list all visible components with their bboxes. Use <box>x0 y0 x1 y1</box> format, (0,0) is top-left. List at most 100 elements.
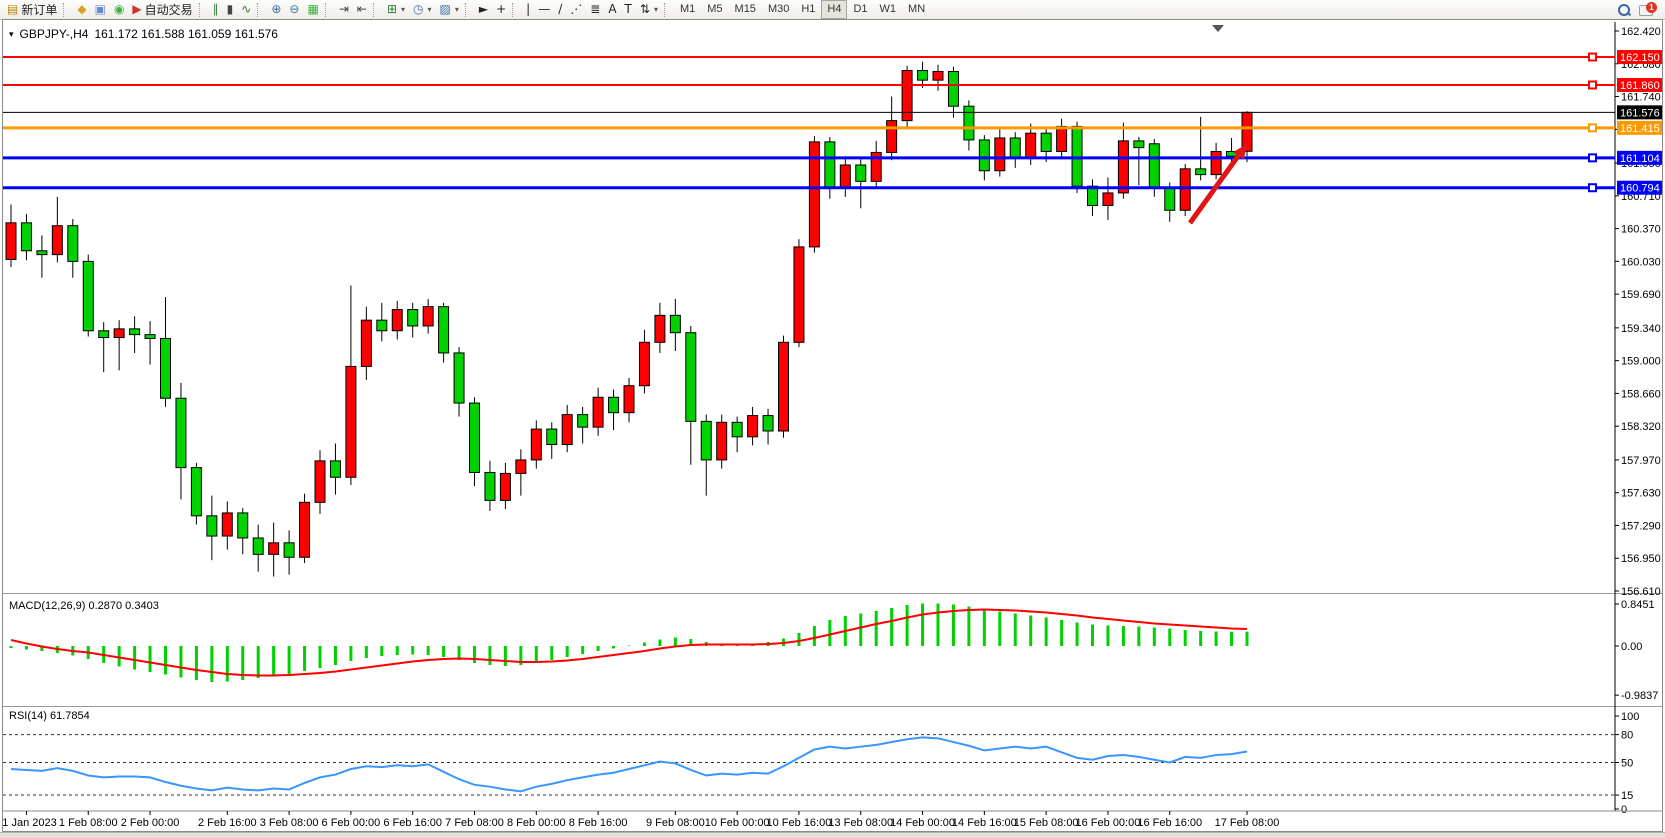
equidistant-channel-button[interactable]: ⋰ <box>566 0 586 19</box>
arrows-icon: ⇅ <box>639 2 650 16</box>
new-order-button[interactable]: ▤ 新订单 <box>3 0 61 19</box>
zoom-in-button[interactable]: ⊕ <box>267 0 285 19</box>
timeframe-H1[interactable]: H1 <box>801 3 816 15</box>
svg-text:17 Feb 08:00: 17 Feb 08:00 <box>1215 817 1280 829</box>
tile-windows-button[interactable]: ▦ <box>303 0 322 19</box>
svg-text:8 Feb 16:00: 8 Feb 16:00 <box>569 817 628 829</box>
trendline-button[interactable]: / <box>554 0 566 19</box>
chart-canvas[interactable]: 162.420162.080161.740161.400161.050160.7… <box>3 20 1662 831</box>
bar-chart-icon: ∥ <box>212 2 219 16</box>
price-badge <box>1617 50 1662 65</box>
autotrading-button[interactable]: ▶ 自动交易 <box>128 0 196 19</box>
line-chart-icon: ∿ <box>241 2 252 16</box>
timeframe-H4[interactable]: H4 <box>821 0 848 19</box>
price-badge <box>1617 120 1662 135</box>
horizontal-line-button[interactable]: — <box>534 0 554 19</box>
svg-text:14 Feb 00:00: 14 Feb 00:00 <box>890 817 955 829</box>
timeframe-M15[interactable]: M15 <box>734 3 756 15</box>
search-icon[interactable] <box>1617 3 1632 17</box>
auto-scroll-button[interactable]: ⇥ <box>335 0 353 19</box>
level-lines: 162.150 161.860 161.576 161.415 161.104 160.7… <box>3 50 1662 195</box>
chat-icon[interactable]: 1 <box>1639 2 1657 17</box>
svg-text:162.420: 162.420 <box>1621 26 1661 38</box>
chart-shift-marker-icon[interactable] <box>1212 25 1224 32</box>
svg-text:31 Jan 2023: 31 Jan 2023 <box>3 817 57 829</box>
timeframe-M5[interactable]: M5 <box>707 3 723 15</box>
toolbar-separator <box>257 2 265 17</box>
equidistant-channel-icon: ⋰ <box>570 2 583 16</box>
cursor-icon: ► <box>478 2 489 16</box>
bar-chart-button[interactable]: ∥ <box>209 0 223 19</box>
timeframe-M1[interactable]: M1 <box>679 3 696 15</box>
line-handle[interactable] <box>1588 183 1597 193</box>
chart-shift-button[interactable]: ⇤ <box>353 0 371 19</box>
toolbar-separator <box>324 2 333 17</box>
toolbar-separator <box>512 2 520 17</box>
text-label-icon: T <box>624 2 632 16</box>
chart-ohlc-values: 161.172 161.588 161.059 161.576 <box>94 27 278 41</box>
zoom-in-icon: ⊕ <box>271 2 282 16</box>
rsi-axis: 100 80 50 15 0 <box>1615 711 1639 816</box>
svg-text:7 Feb 08:00: 7 Feb 08:00 <box>445 817 504 829</box>
symbols-button[interactable]: ◆ <box>73 0 90 19</box>
text-label-button[interactable]: T <box>621 0 636 19</box>
templates-icon: ▨ <box>439 2 451 16</box>
svg-text:6 Feb 16:00: 6 Feb 16:00 <box>383 817 442 829</box>
toolbar-right: 1 <box>1617 2 1665 17</box>
candlestick-chart-button[interactable]: ▮ <box>223 0 238 19</box>
zoom-out-button[interactable]: ⊖ <box>285 0 303 19</box>
arrows-button[interactable]: ⇅ ▾ <box>636 0 662 19</box>
line-handle[interactable] <box>1588 80 1597 90</box>
timeframe-W1[interactable]: W1 <box>879 3 897 15</box>
tile-windows-icon: ▦ <box>307 2 319 16</box>
svg-text:157.970: 157.970 <box>1621 455 1661 467</box>
vertical-line-icon: | <box>526 2 531 16</box>
candlesticks <box>5 61 1253 577</box>
periods-button[interactable]: ◷ ▾ <box>409 0 436 19</box>
chart-window: 162.420162.080161.740161.400161.050160.7… <box>2 19 1663 832</box>
rsi-line <box>10 736 1248 793</box>
line-handle[interactable] <box>1588 123 1597 133</box>
new-order-icon: ▤ <box>7 2 19 16</box>
trend-arrow[interactable] <box>1187 144 1247 225</box>
line-chart-button[interactable]: ∿ <box>237 0 255 19</box>
price-badge-label: 161.576 <box>1620 107 1660 119</box>
toolbar-separator <box>63 2 71 17</box>
timeframe-MN[interactable]: MN <box>908 3 926 15</box>
price-badge-label: 161.415 <box>1620 123 1660 135</box>
chart-symbol-label: GBPJPY-,H4 <box>19 27 89 41</box>
macd-axis: 0.8451 0.00 -0.9837 <box>1615 599 1658 702</box>
crosshair-icon: + <box>496 2 507 16</box>
line-handle[interactable] <box>1588 52 1597 62</box>
chart-title: ▾ GBPJPY-,H4 161.172 161.588 161.059 161… <box>9 27 278 41</box>
svg-text:10 Feb 16:00: 10 Feb 16:00 <box>767 817 832 829</box>
add-indicator-button[interactable]: ⊞ ▾ <box>383 0 409 19</box>
chart-ohlc-toggle-icon[interactable]: ▾ <box>9 28 14 39</box>
fibonacci-button[interactable]: ≣ <box>586 0 604 19</box>
candlestick-chart-icon: ▮ <box>226 2 234 16</box>
timeframe-M30[interactable]: M30 <box>767 3 790 15</box>
dropdown-arrow-icon: ▾ <box>454 5 459 14</box>
periods-icon: ◷ <box>413 2 424 16</box>
svg-text:0.00: 0.00 <box>1621 641 1642 653</box>
timeframe-D1[interactable]: D1 <box>853 3 868 15</box>
vertical-line-button[interactable]: | <box>522 0 534 19</box>
crosshair-button[interactable]: + <box>492 0 510 19</box>
signals-button[interactable]: ◉ <box>110 0 128 19</box>
print-button[interactable]: ▣ <box>91 0 110 19</box>
fibonacci-icon: ≣ <box>590 2 601 16</box>
line-handle[interactable] <box>1588 153 1597 163</box>
svg-text:6 Feb 00:00: 6 Feb 00:00 <box>322 817 381 829</box>
svg-text:16 Feb 16:00: 16 Feb 16:00 <box>1137 817 1202 829</box>
rsi-indicator-label: RSI(14) 61.7854 <box>9 710 90 722</box>
price-badge-label: 160.794 <box>1620 183 1660 195</box>
text-button[interactable]: A <box>604 0 620 19</box>
price-badge-label: 162.150 <box>1620 52 1660 64</box>
cursor-button[interactable]: ► <box>475 0 492 19</box>
templates-button[interactable]: ▨ ▾ <box>436 0 463 19</box>
price-badge <box>1617 180 1662 195</box>
svg-text:13 Feb 08:00: 13 Feb 08:00 <box>828 817 893 829</box>
svg-text:3 Feb 08:00: 3 Feb 08:00 <box>260 817 319 829</box>
svg-text:8 Feb 00:00: 8 Feb 00:00 <box>507 817 566 829</box>
